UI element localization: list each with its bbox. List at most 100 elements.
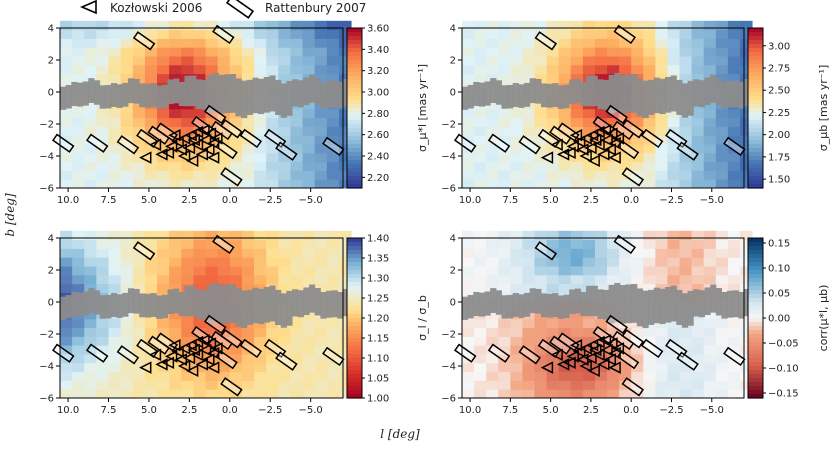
heatmap-cell	[582, 389, 596, 399]
heatmap-cell	[290, 274, 304, 285]
colorbar-segment	[347, 60, 362, 65]
kozlowski-field	[148, 138, 162, 152]
heatmap-cell	[570, 389, 584, 399]
heatmap-cell	[534, 389, 548, 399]
heatmap-cell	[132, 257, 146, 267]
mask-column	[314, 78, 321, 106]
mask-column	[518, 84, 525, 108]
heatmap-cell	[498, 318, 511, 329]
heatmap-cell	[462, 73, 475, 83]
heatmap-cell	[326, 144, 340, 154]
x-tick-label: −5.0	[700, 405, 724, 416]
heatmap-cell	[727, 29, 741, 39]
mask-column	[99, 295, 106, 319]
kozlowski-field	[197, 124, 210, 137]
mask-column	[535, 78, 542, 104]
heatmap-cell	[486, 230, 499, 241]
y-tick-label: −2	[441, 120, 456, 131]
colorbar-segment	[748, 40, 763, 45]
mask-column	[133, 78, 140, 104]
heatmap-cell	[108, 126, 122, 136]
heatmap-cell	[84, 170, 97, 180]
heatmap-cell	[727, 144, 741, 154]
heatmap-cell	[169, 327, 182, 337]
heatmap-cell	[570, 64, 584, 75]
colorbar-segment	[748, 394, 763, 399]
heatmap-cell	[546, 56, 560, 66]
heatmap-cell	[667, 318, 681, 329]
heatmap-cell	[314, 64, 328, 75]
heatmap-cell	[546, 380, 560, 390]
heatmap-cell	[229, 239, 243, 249]
heatmap-cell	[254, 380, 267, 390]
mask-column	[71, 291, 78, 317]
y-tick-label: 0	[48, 88, 54, 99]
heatmap-cell	[739, 56, 753, 66]
heatmap-cell	[108, 29, 122, 39]
heatmap-cell	[132, 327, 146, 337]
heatmap-cell	[582, 274, 596, 285]
heatmap-cell	[241, 170, 255, 180]
heatmap-cell	[217, 266, 231, 276]
mask-column	[529, 288, 536, 314]
heatmap-cell	[534, 230, 548, 241]
heatmap-cell	[132, 354, 146, 364]
heatmap-cell	[120, 266, 134, 276]
heatmap-cell	[181, 161, 194, 171]
heatmap-cell	[302, 29, 316, 39]
mask-column	[82, 291, 89, 316]
heatmap-cell	[474, 20, 487, 31]
heatmap-cell	[132, 144, 146, 154]
heatmap-cell	[108, 380, 122, 390]
heatmap-cell	[241, 248, 255, 258]
heatmap-cell	[486, 144, 499, 154]
mask-column	[715, 288, 722, 316]
mask-column	[309, 284, 316, 313]
heatmap-cell	[338, 230, 352, 241]
heatmap-cell	[498, 283, 511, 293]
heatmap-cell	[181, 117, 194, 127]
heatmap-cell	[679, 354, 693, 364]
heatmap-cell	[241, 73, 255, 83]
y-tick-label: 0	[48, 298, 54, 309]
mask-column	[263, 286, 270, 323]
heatmap-cell	[290, 257, 304, 267]
heatmap-cell	[486, 336, 499, 346]
heatmap-cell	[229, 283, 243, 293]
heatmap-cell	[205, 47, 219, 57]
heatmap-cell	[655, 64, 668, 75]
colorbar-segment	[347, 104, 362, 109]
heatmap-cell	[229, 38, 243, 48]
heatmap-cell	[84, 135, 97, 145]
heatmap-cell	[510, 47, 523, 57]
heatmap-cell	[474, 170, 487, 180]
heatmap-cell	[266, 318, 279, 329]
heatmap-cell	[474, 117, 487, 127]
heatmap-cell	[715, 144, 729, 154]
heatmap-cell	[278, 266, 291, 276]
heatmap-cell	[667, 345, 681, 355]
heatmap-cell	[144, 248, 158, 258]
heatmap-cell	[667, 144, 681, 154]
y-tick-label: −2	[39, 330, 54, 341]
heatmap-cell	[108, 161, 122, 171]
heatmap-cell	[169, 152, 182, 163]
heatmap-cell	[522, 64, 536, 75]
mask-column	[246, 79, 253, 115]
heatmap-cell	[241, 362, 255, 373]
heatmap-cell	[108, 108, 122, 119]
heatmap-cell	[582, 248, 596, 258]
heatmap-cell	[667, 389, 681, 399]
colorbar-tick-label: 1.10	[367, 354, 389, 365]
heatmap-cell	[570, 170, 584, 180]
heatmap-cell	[619, 126, 632, 136]
heatmap-cell	[607, 345, 620, 355]
mask-column	[60, 86, 67, 110]
heatmap-cell	[462, 327, 475, 337]
colorbar-segment	[748, 266, 763, 271]
heatmap-cell	[217, 64, 231, 75]
heatmap-cell	[715, 117, 729, 127]
kozlowski-field	[195, 358, 209, 371]
heatmap-cell	[667, 248, 681, 258]
